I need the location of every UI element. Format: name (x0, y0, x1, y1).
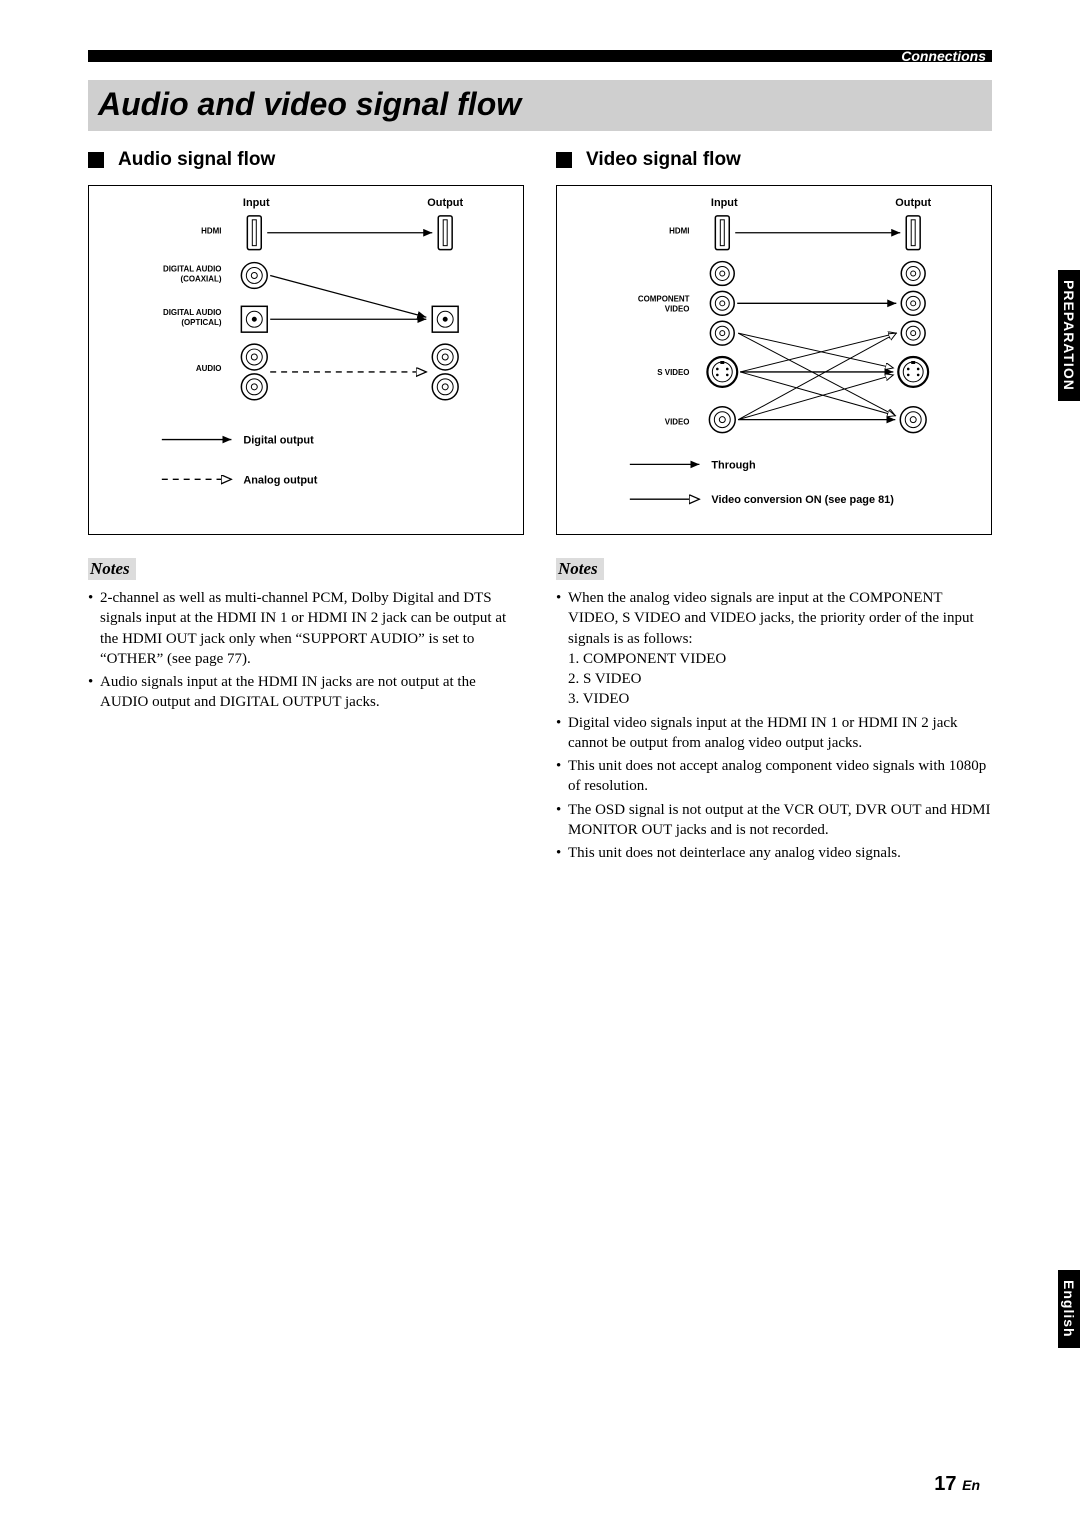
priority-item: 3. VIDEO (568, 689, 992, 709)
svg-text:DIGITAL AUDIO: DIGITAL AUDIO (163, 308, 222, 317)
svg-text:HDMI: HDMI (669, 227, 689, 236)
svg-text:COMPONENT: COMPONENT (638, 294, 690, 303)
svg-text:Analog output: Analog output (243, 474, 317, 486)
note-item: The OSD signal is not output at the VCR … (556, 800, 992, 841)
audio-notes-list: 2-channel as well as multi-channel PCM, … (88, 588, 524, 713)
notes-label: Notes (556, 558, 604, 580)
video-heading: Video signal flow (556, 149, 992, 171)
note-item: Digital video signals input at the HDMI … (556, 713, 992, 754)
page-content: Connections Audio and video signal flow … (88, 50, 992, 1466)
note-item: 2-channel as well as multi-channel PCM, … (88, 588, 524, 669)
video-notes-list: When the analog video signals are input … (556, 588, 992, 863)
two-column-layout: Audio signal flow Input Output HDMI DIGI… (88, 149, 992, 866)
notes-label: Notes (88, 558, 136, 580)
svg-text:VIDEO: VIDEO (665, 418, 690, 427)
svg-text:S VIDEO: S VIDEO (657, 368, 689, 377)
note-item: This unit does not deinterlace any analo… (556, 843, 992, 863)
input-header: Input (243, 197, 270, 209)
title-band: Audio and video signal flow (88, 80, 992, 131)
tab-english: English (1058, 1270, 1080, 1348)
priority-item: 2. S VIDEO (568, 669, 992, 689)
audio-heading: Audio signal flow (88, 149, 524, 171)
page-title: Audio and video signal flow (98, 86, 982, 123)
svg-text:Through: Through (711, 459, 755, 471)
audio-diagram: Input Output HDMI DIGITAL AUDIO (COAXIAL… (88, 185, 524, 535)
audio-column: Audio signal flow Input Output HDMI DIGI… (88, 149, 524, 866)
priority-list: 1. COMPONENT VIDEO 2. S VIDEO 3. VIDEO (568, 649, 992, 710)
header-bar: Connections (88, 50, 992, 62)
svg-text:(COAXIAL): (COAXIAL) (180, 274, 221, 283)
svg-text:Input: Input (711, 197, 738, 209)
priority-item: 1. COMPONENT VIDEO (568, 649, 992, 669)
page-number-value: 17 (934, 1473, 956, 1495)
svg-text:Video conversion ON (see page: Video conversion ON (see page 81) (711, 494, 894, 506)
svg-text:DIGITAL AUDIO: DIGITAL AUDIO (163, 265, 222, 274)
note-item: When the analog video signals are input … (556, 588, 992, 710)
svg-text:VIDEO: VIDEO (665, 304, 690, 313)
svg-text:HDMI: HDMI (201, 227, 221, 236)
svg-text:(OPTICAL): (OPTICAL) (181, 318, 221, 327)
svg-text:Digital output: Digital output (243, 435, 314, 447)
note-item: Audio signals input at the HDMI IN jacks… (88, 672, 524, 713)
output-header: Output (427, 197, 463, 209)
note-text: When the analog video signals are input … (568, 590, 974, 647)
tab-preparation: PREPARATION (1058, 270, 1080, 401)
header-section-label: Connections (901, 48, 986, 64)
svg-text:Output: Output (895, 197, 931, 209)
video-column: Video signal flow Input Output HDMI COMP… (556, 149, 992, 866)
page-number-suffix: En (962, 1477, 980, 1493)
svg-text:AUDIO: AUDIO (196, 364, 222, 373)
page-number: 17 En (934, 1473, 980, 1496)
video-diagram: Input Output HDMI COMPONENT VIDEO S VIDE… (556, 185, 992, 535)
note-item: This unit does not accept analog compone… (556, 756, 992, 797)
